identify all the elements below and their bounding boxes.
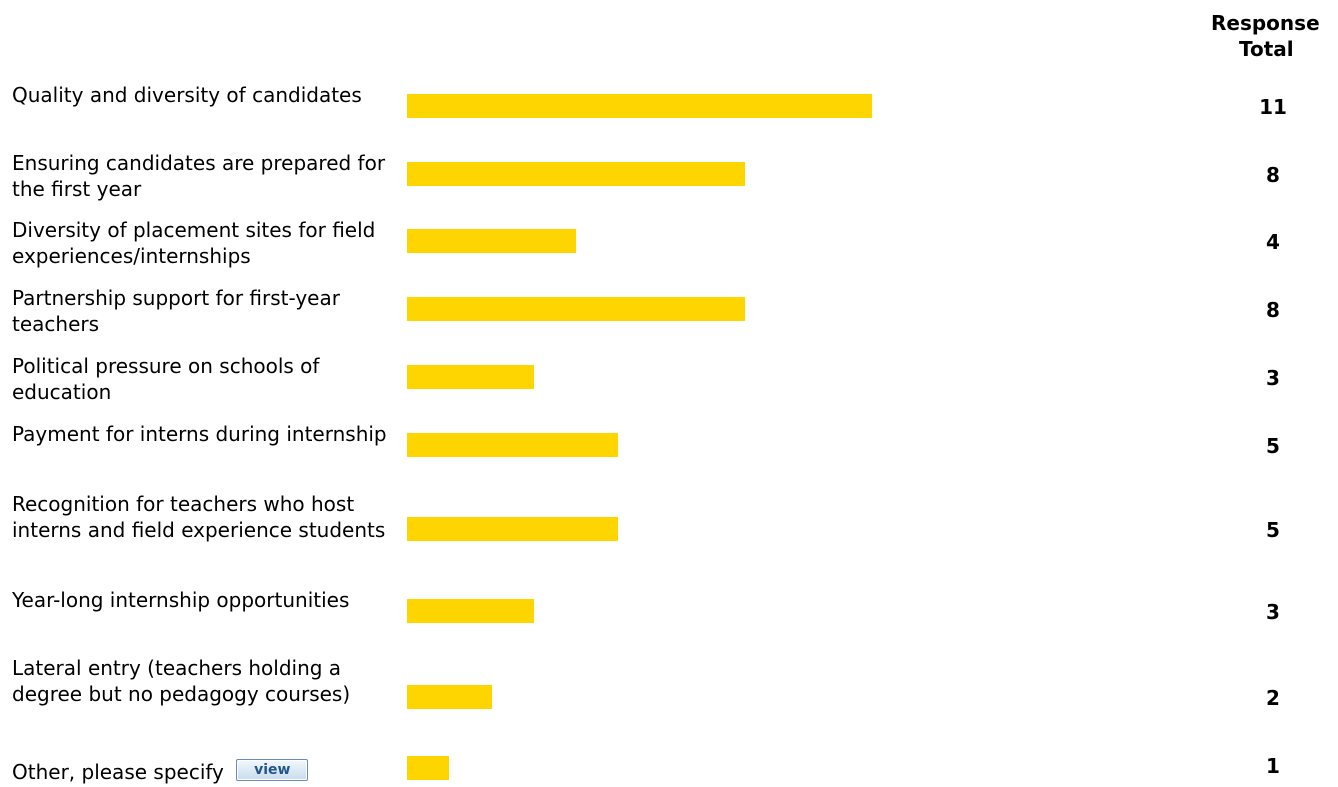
row-total: 5 [1266, 518, 1280, 542]
row-total: 4 [1266, 230, 1280, 254]
row-label: Other, please specify [12, 760, 224, 784]
table-row: Partnership support for first-year teach… [0, 285, 1338, 337]
table-row: Ensuring candidates are prepared for the… [0, 150, 1338, 202]
row-label: Ensuring candidates are prepared for the… [12, 151, 386, 201]
table-row: Political pressure on schools of educati… [0, 353, 1338, 405]
table-row: Quality and diversity of candidates 11 [0, 82, 1338, 134]
row-total: 3 [1266, 600, 1280, 624]
bar [407, 94, 872, 118]
header-line-response: Response [1211, 11, 1320, 35]
response-total-header: Response Total [1200, 10, 1338, 66]
row-total: 11 [1259, 95, 1287, 119]
row-label: Partnership support for first-year teach… [12, 286, 340, 336]
header-line-total: Total [1239, 37, 1294, 61]
bar [407, 365, 534, 389]
row-label: Year-long internship opportunities [12, 588, 350, 612]
row-label: Payment for interns during internship [12, 422, 387, 446]
table-row: Year-long internship opportunities 3 [0, 587, 1338, 639]
row-label: Diversity of placement sites for field e… [12, 218, 376, 268]
bar [407, 433, 618, 457]
row-total: 8 [1266, 163, 1280, 187]
row-total: 8 [1266, 298, 1280, 322]
table-row: Recognition for teachers who host intern… [0, 491, 1338, 569]
row-label: Recognition for teachers who host intern… [12, 492, 386, 542]
row-total: 3 [1266, 366, 1280, 390]
row-label: Political pressure on schools of educati… [12, 354, 320, 404]
table-row: Other, please specify view 1 [0, 752, 1338, 785]
bar [407, 517, 618, 541]
bar [407, 756, 449, 780]
table-row: Diversity of placement sites for field e… [0, 217, 1338, 269]
row-total: 1 [1266, 754, 1280, 778]
bar [407, 599, 534, 623]
table-row: Lateral entry (teachers holding a degree… [0, 655, 1338, 759]
bar [407, 297, 745, 321]
row-total: 5 [1266, 434, 1280, 458]
row-label: Lateral entry (teachers holding a degree… [12, 656, 351, 706]
bar [407, 229, 576, 253]
bar [407, 685, 492, 709]
row-total: 2 [1266, 686, 1280, 710]
view-button[interactable]: view [236, 758, 309, 781]
row-label-with-action: Other, please specify view [12, 758, 402, 785]
row-label: Quality and diversity of candidates [12, 83, 362, 107]
bar [407, 162, 745, 186]
table-row: Payment for interns during internship 5 [0, 421, 1338, 473]
